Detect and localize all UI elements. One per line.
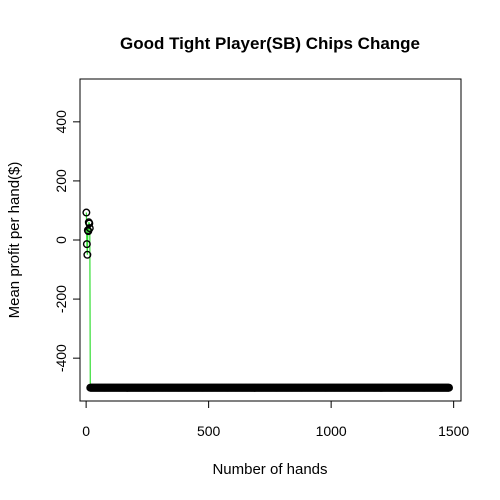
x-tick-label: 500 — [197, 423, 221, 439]
data-point — [82, 240, 91, 249]
y-axis-label: Mean profit per hand($) — [6, 162, 23, 319]
data-point — [83, 250, 92, 259]
data-point — [85, 224, 94, 233]
y-tick-label: 200 — [53, 169, 69, 193]
y-tick-label: 400 — [53, 110, 69, 134]
y-tick-label: -200 — [53, 285, 69, 313]
chart-title: Good Tight Player(SB) Chips Change — [120, 34, 420, 53]
data-point — [85, 219, 94, 228]
axes: 0 500 1000 1500 -400 -200 0 200 400 — [53, 110, 469, 439]
plot-frame — [79, 78, 462, 402]
y-tick-label: 0 — [53, 236, 69, 244]
data-point — [444, 383, 453, 392]
series-line — [85, 212, 449, 389]
data-point — [82, 208, 91, 217]
plot-area — [82, 208, 453, 392]
x-tick-label: 1500 — [438, 423, 469, 439]
x-tick-label: 1000 — [316, 423, 347, 439]
y-tick-label: -400 — [53, 344, 69, 372]
x-tick-label: 0 — [82, 423, 90, 439]
x-axis-label: Number of hands — [212, 461, 327, 478]
